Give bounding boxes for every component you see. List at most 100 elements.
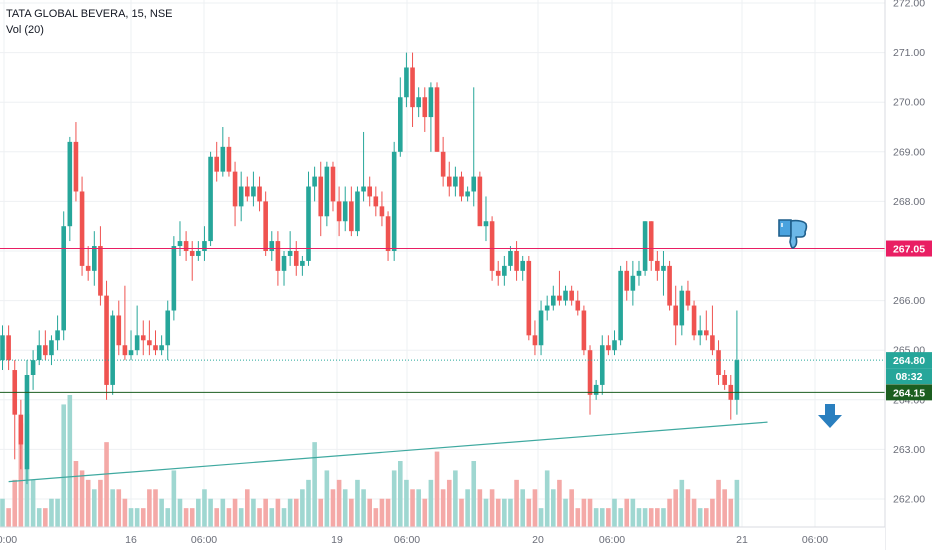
candle — [263, 191, 268, 256]
symbol-label[interactable]: TATA GLOBAL BEVERA, 15, NSE — [6, 8, 173, 20]
y-tick-label: 269.00 — [893, 146, 925, 158]
x-tick-label: 21 — [736, 534, 748, 546]
volume-bar — [245, 489, 250, 527]
volume-bar — [569, 489, 574, 527]
volume-bar — [287, 498, 293, 527]
candle — [404, 52, 409, 108]
candle — [18, 399, 24, 470]
candle — [618, 265, 623, 346]
y-tick-label: 271.00 — [893, 47, 925, 59]
candle — [55, 315, 60, 351]
candle — [648, 221, 654, 271]
volume-bar — [483, 498, 489, 527]
last-price-tag: 264.80 — [886, 352, 932, 369]
volume-bars — [0, 395, 740, 527]
candle — [208, 151, 213, 247]
volume-bar — [122, 498, 128, 527]
volume-indicator-label[interactable]: Vol (20) — [6, 24, 44, 36]
volume-bar — [202, 489, 207, 527]
volume-bar — [336, 479, 342, 527]
volume-bar — [391, 470, 397, 527]
volume-bar — [538, 508, 544, 527]
volume-bar — [177, 498, 183, 527]
volume-bar — [575, 508, 581, 527]
volume-bar — [293, 498, 299, 527]
candle — [636, 260, 642, 286]
volume-bar — [159, 498, 164, 527]
arrow-down-icon[interactable] — [818, 404, 842, 428]
candle — [661, 251, 666, 296]
candle — [147, 320, 152, 356]
volume-bar — [398, 461, 403, 527]
candle — [171, 236, 177, 321]
volume-bar — [30, 479, 36, 527]
candle — [722, 370, 727, 390]
candle — [422, 87, 428, 132]
candle — [569, 285, 574, 306]
candle — [220, 127, 226, 177]
volume-bar — [110, 489, 115, 527]
volume-bar — [667, 498, 672, 527]
trendline-segment[interactable] — [8, 421, 768, 483]
volume-bar — [685, 489, 691, 527]
candle — [269, 231, 275, 261]
volume-bar — [232, 498, 238, 527]
candle — [440, 136, 446, 187]
volume-bar — [544, 470, 550, 527]
candle — [73, 122, 79, 202]
volume-bar — [220, 498, 226, 527]
thumbs-down-icon[interactable] — [778, 219, 808, 249]
volume-bar — [691, 498, 697, 527]
volume-bar — [373, 508, 379, 527]
volume-bar — [697, 508, 703, 527]
candle — [85, 246, 91, 281]
candle — [502, 255, 507, 286]
volume-bar — [349, 498, 354, 527]
volume-bar — [134, 508, 140, 527]
candle — [679, 285, 685, 336]
candle — [446, 161, 452, 197]
x-tick-label: 16 — [125, 534, 137, 546]
volume-bar — [55, 498, 60, 527]
volume-bar — [281, 508, 287, 527]
volume-bar — [165, 508, 171, 527]
y-tick-label: 266.00 — [893, 295, 925, 307]
volume-bar — [593, 508, 599, 527]
volume-bar — [361, 489, 366, 527]
candle — [379, 191, 385, 227]
volume-bar — [355, 479, 360, 527]
volume-bar — [189, 508, 195, 527]
candle — [367, 176, 372, 207]
volume-bar — [618, 508, 623, 527]
candle — [655, 251, 660, 281]
candle — [324, 161, 330, 227]
candle — [471, 87, 477, 207]
volume-bar — [318, 498, 324, 527]
time-axis-bg[interactable] — [0, 527, 885, 550]
candle — [134, 305, 140, 356]
candle — [232, 161, 238, 227]
candle — [67, 136, 73, 242]
candle — [24, 360, 30, 485]
x-tick-label: 06:00 — [191, 534, 217, 546]
candle — [710, 305, 715, 356]
volume-bar — [18, 423, 24, 527]
price-axis-bg[interactable] — [885, 0, 932, 550]
candle — [342, 186, 348, 232]
volume-bar — [661, 508, 666, 527]
candle — [177, 221, 183, 256]
y-tick-label: 268.00 — [893, 196, 925, 208]
price-tags: 267.05 264.80 08:32 264.15 — [886, 240, 932, 401]
volume-bar — [679, 479, 685, 527]
candle — [453, 166, 458, 197]
candle — [704, 310, 709, 341]
resistance-price-tag: 267.05 — [886, 240, 932, 257]
candle — [575, 290, 581, 316]
candle — [520, 255, 525, 281]
candle — [116, 300, 122, 356]
volume-bar — [12, 479, 18, 527]
candle — [330, 161, 336, 212]
candle — [612, 330, 617, 356]
volume-bar — [269, 508, 275, 527]
